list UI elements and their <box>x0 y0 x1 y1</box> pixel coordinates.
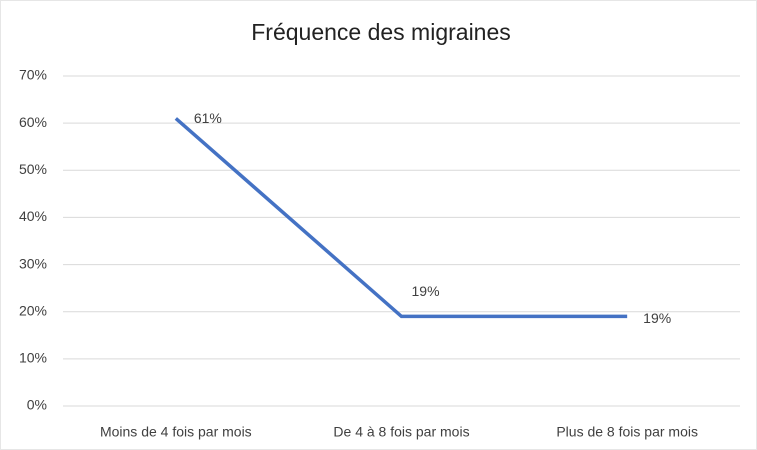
y-tick-label: 0% <box>27 397 47 413</box>
x-tick-label: Plus de 8 fois par mois <box>556 424 698 440</box>
x-tick-label: Moins de 4 fois par mois <box>100 424 252 440</box>
x-tick-label: De 4 à 8 fois par mois <box>333 424 469 440</box>
data-label: 19% <box>643 310 671 326</box>
y-tick-label: 30% <box>19 255 47 271</box>
chart-title: Fréquence des migraines <box>251 19 511 45</box>
data-label: 19% <box>412 283 440 299</box>
y-tick-label: 40% <box>19 208 47 224</box>
y-tick-label: 50% <box>19 161 47 177</box>
y-tick-label: 60% <box>19 114 47 130</box>
y-tick-label: 10% <box>19 350 47 366</box>
y-tick-label: 20% <box>19 302 47 318</box>
data-line <box>174 117 628 319</box>
y-tick-label: 70% <box>19 67 47 83</box>
data-label: 61% <box>194 110 222 126</box>
